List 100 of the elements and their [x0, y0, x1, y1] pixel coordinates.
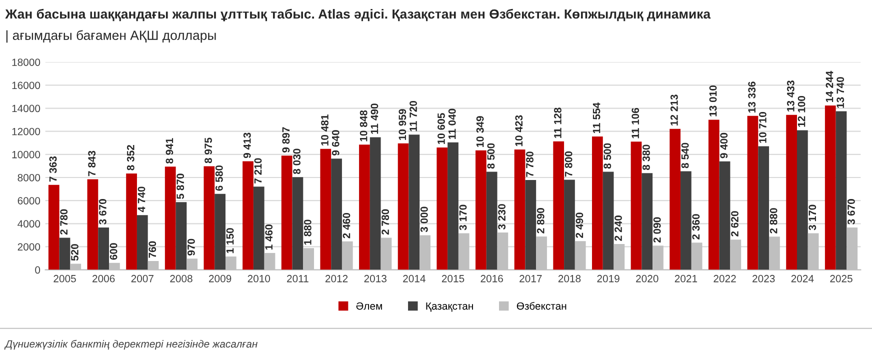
data-label: 11 554	[592, 102, 600, 134]
data-label: 11 106	[632, 108, 640, 138]
bar	[592, 136, 603, 270]
data-label: 7 800	[564, 151, 572, 177]
bar	[824, 105, 836, 270]
data-label: 9 640	[332, 130, 340, 156]
x-tick-label: 2008	[170, 274, 192, 282]
bar	[486, 172, 498, 270]
data-label: 13 336	[748, 82, 756, 112]
bar	[98, 227, 110, 270]
data-label: 7 210	[254, 158, 262, 184]
data-label: 10 423	[515, 115, 523, 146]
data-label: 3 170	[459, 204, 467, 230]
bar	[630, 142, 642, 270]
data-label: 1 150	[226, 228, 234, 254]
bar	[292, 177, 304, 270]
x-tick-label: 2017	[520, 274, 542, 282]
x-tick-label: 2025	[830, 274, 852, 282]
data-label: 12 100	[798, 96, 806, 127]
x-tick-label: 2021	[674, 274, 698, 282]
data-label: 11 040	[448, 108, 456, 139]
data-label: 12 213	[670, 94, 678, 126]
legend-label: Әлем	[356, 302, 382, 310]
data-label: 3 230	[498, 204, 506, 230]
bar	[164, 166, 176, 270]
bar	[126, 173, 137, 270]
y-tick-label: 14000	[12, 104, 40, 112]
legend-label: Өзбекстан	[516, 302, 566, 310]
x-tick-label: 2023	[752, 274, 775, 282]
data-label: 11 490	[370, 104, 378, 134]
bar	[758, 146, 770, 270]
data-label: 5 870	[176, 174, 184, 199]
data-label: 4 740	[138, 186, 146, 212]
x-tick-label: 2024	[791, 274, 814, 282]
data-label: 8 030	[293, 148, 301, 174]
bar	[281, 156, 292, 270]
x-tick-label: 2009	[208, 274, 232, 282]
data-label: 2 490	[576, 212, 584, 238]
chart-title: Жан басына шаққандағы жалпы ұлттық табыс. Atlas әдісі. Қазақстан мен Өзбекстан. Көпжылдық динамика	[5, 8, 711, 22]
x-tick-label: 2006	[92, 274, 115, 282]
x-tick-label: 2014	[403, 274, 426, 282]
bar	[602, 172, 614, 270]
x-tick-label: 2020	[636, 274, 658, 282]
bar	[359, 144, 370, 270]
bar	[553, 141, 564, 270]
bar	[87, 179, 98, 270]
bar	[436, 147, 448, 270]
x-tick-label: 2010	[248, 274, 270, 282]
data-label: 10 349	[476, 116, 484, 147]
data-label: 1 460	[265, 224, 273, 250]
bar	[525, 180, 536, 270]
bar	[708, 120, 720, 270]
x-tick-label: 2016	[480, 274, 503, 282]
data-label: 8 352	[126, 145, 134, 170]
data-label: 2 880	[770, 208, 778, 234]
bar	[253, 186, 264, 270]
y-tick-label: 12000	[12, 128, 40, 136]
bar	[408, 134, 420, 270]
bar	[204, 166, 215, 270]
bar	[786, 114, 797, 270]
data-label: 11 128	[554, 108, 562, 138]
bar	[136, 215, 148, 270]
data-label: 8 975	[204, 138, 212, 164]
data-label: 7 843	[88, 150, 96, 176]
data-label: 10 605	[438, 113, 445, 144]
data-label: 13 433	[786, 80, 794, 112]
data-label: 9 897	[282, 127, 290, 152]
data-label: 3 670	[99, 199, 106, 224]
bar	[476, 150, 486, 270]
text: Дүниежүзілік банктің деректері негізінде жасалған	[4, 340, 258, 350]
data-label: 9 413	[243, 132, 251, 158]
x-tick-label: 2012	[325, 274, 348, 282]
bar	[719, 161, 730, 270]
bar	[48, 184, 60, 270]
data-label: 8 500	[604, 143, 612, 169]
data-label: 13 010	[709, 85, 717, 116]
data-label: 600	[110, 243, 118, 260]
y-tick-label: 0	[35, 266, 40, 274]
data-label: 6 580	[215, 165, 223, 191]
y-tick-label: 16000	[12, 82, 40, 90]
x-tick-label: 2005	[54, 274, 76, 282]
y-tick-label: 2000	[18, 243, 40, 251]
data-label: 11 720	[410, 100, 417, 132]
data-label: 2 780	[382, 209, 390, 235]
data-label: 2 240	[614, 216, 622, 241]
bar	[796, 130, 808, 270]
data-label: 10 710	[759, 112, 766, 143]
bar	[59, 238, 70, 270]
bar	[214, 194, 226, 270]
bar	[398, 143, 409, 270]
data-label: 3 670	[848, 199, 855, 224]
bar	[370, 137, 381, 270]
y-tick-label: 4000	[18, 220, 40, 228]
bar	[514, 150, 526, 270]
data-label: 7 363	[49, 156, 57, 182]
data-label: 2 460	[342, 213, 350, 238]
data-label: 1 880	[304, 220, 312, 245]
y-tick-label: 18000	[12, 58, 40, 66]
data-label: 9 400	[720, 132, 728, 158]
bar	[242, 161, 254, 270]
